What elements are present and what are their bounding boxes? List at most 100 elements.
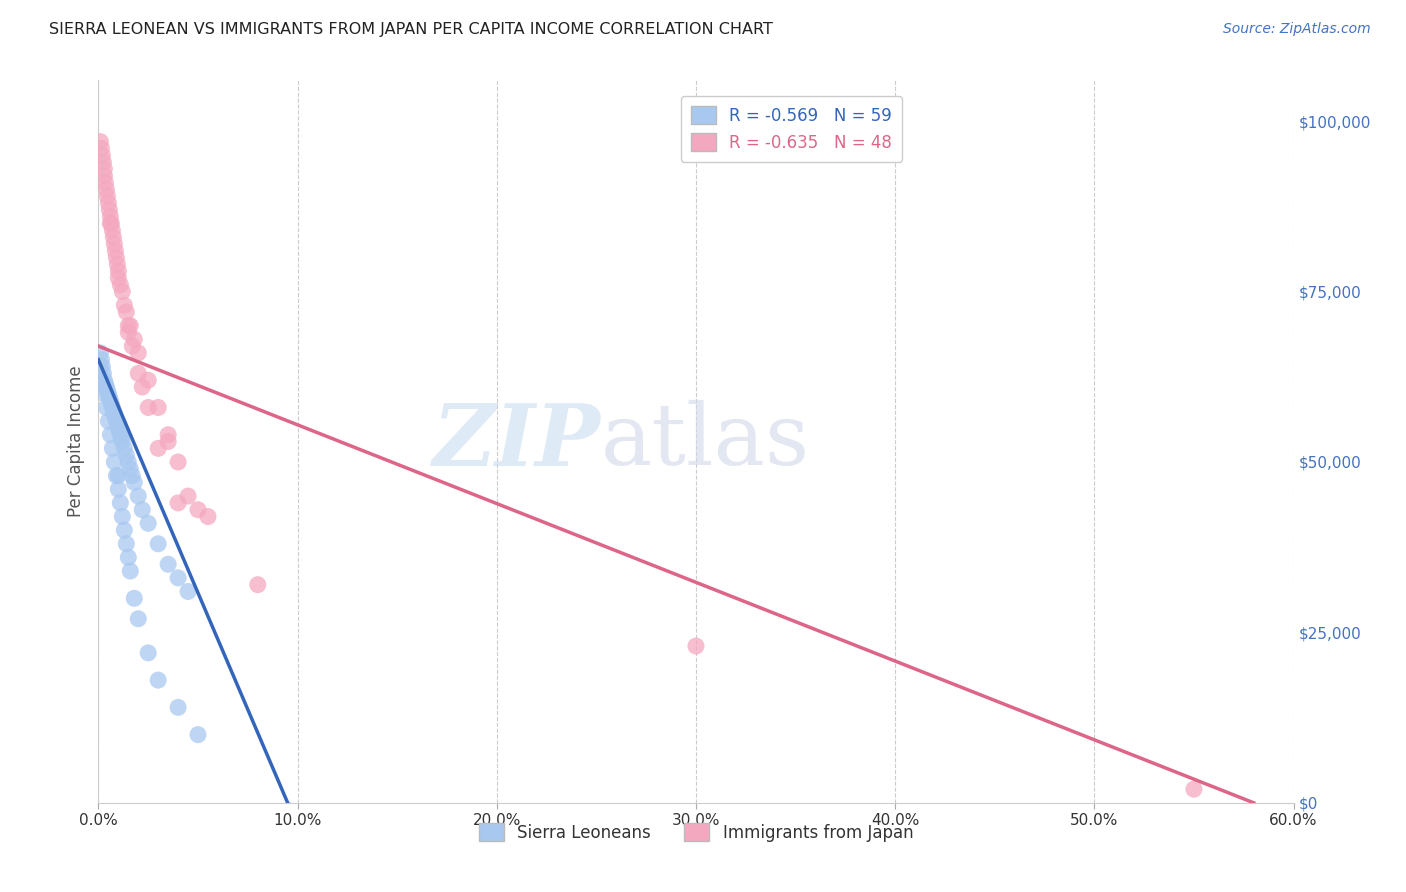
Point [167,455,190,469]
Point [131,380,153,394]
Point [93,387,115,401]
Point [93,367,115,381]
Point [100,397,122,411]
Point [90,141,112,155]
Point [107,264,129,278]
Point [110,496,132,510]
Point [98,216,122,230]
Point [89,359,111,374]
Point [127,612,149,626]
Point [117,550,139,565]
Point [148,673,170,687]
Text: atlas: atlas [600,400,810,483]
Point [112,523,135,537]
Point [91,148,114,162]
Point [103,404,125,418]
Point [120,318,142,333]
Point [98,202,121,217]
Point [167,571,190,585]
Point [96,384,118,398]
Point [124,475,146,490]
Point [187,502,209,516]
Text: ZIP: ZIP [433,400,600,483]
Point [104,410,127,425]
Point [157,434,180,449]
Point [117,326,139,340]
Point [157,558,180,572]
Point [100,216,122,230]
Point [685,639,707,653]
Point [111,285,134,299]
Point [136,373,159,387]
Text: Source: ZipAtlas.com: Source: ZipAtlas.com [1223,22,1371,37]
Point [96,401,118,415]
Point [177,489,200,503]
Point [112,442,135,456]
Point [111,509,134,524]
Point [127,346,149,360]
Point [98,393,122,408]
Y-axis label: Per Capita Income: Per Capita Income [66,366,84,517]
Point [148,537,170,551]
Point [98,390,121,404]
Point [105,417,128,432]
Point [127,489,149,503]
Point [96,182,118,196]
Point [124,332,146,346]
Point [110,277,132,292]
Point [120,462,142,476]
Point [94,376,117,391]
Point [136,646,159,660]
Point [187,728,209,742]
Point [91,359,114,374]
Point [105,257,128,271]
Point [98,210,122,224]
Point [112,298,135,312]
Point [103,455,125,469]
Point [167,700,190,714]
Point [115,537,138,551]
Point [107,421,129,435]
Point [97,196,120,211]
Point [96,189,118,203]
Point [157,427,180,442]
Point [107,271,129,285]
Point [124,591,146,606]
Point [115,305,138,319]
Point [105,251,128,265]
Point [103,407,125,421]
Point [101,223,124,237]
Point [121,468,143,483]
Point [1182,782,1205,797]
Point [111,434,134,449]
Point [197,509,219,524]
Point [131,502,153,516]
Point [115,448,138,462]
Point [148,401,170,415]
Point [103,236,125,251]
Point [97,414,120,428]
Point [105,468,128,483]
Point [120,564,142,578]
Point [101,442,124,456]
Point [167,496,190,510]
Point [93,161,115,176]
Point [107,468,129,483]
Point [108,425,131,439]
Point [93,169,115,183]
Point [89,135,111,149]
Point [136,516,159,531]
Point [93,155,115,169]
Point [93,373,115,387]
Point [121,339,143,353]
Point [89,346,111,360]
Point [97,387,120,401]
Point [90,352,112,367]
Point [117,318,139,333]
Point [246,577,269,591]
Text: SIERRA LEONEAN VS IMMIGRANTS FROM JAPAN PER CAPITA INCOME CORRELATION CHART: SIERRA LEONEAN VS IMMIGRANTS FROM JAPAN … [49,22,773,37]
Point [94,176,117,190]
Point [117,455,139,469]
Point [177,584,200,599]
Point [148,442,170,456]
